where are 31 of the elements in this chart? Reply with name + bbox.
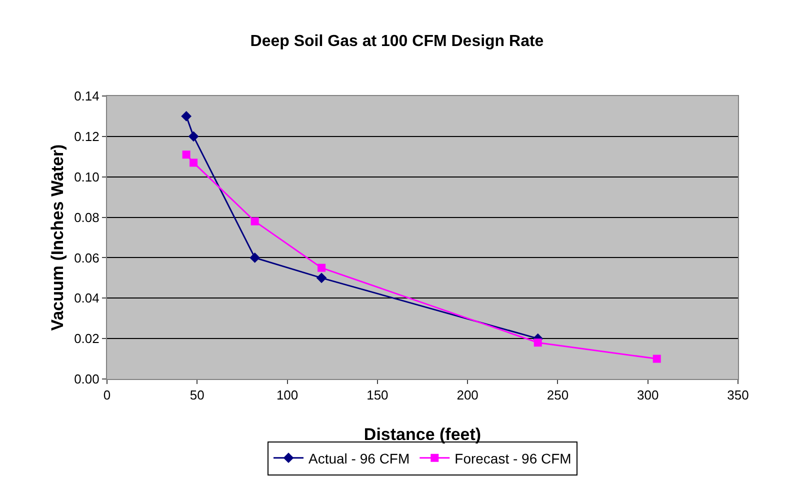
point bbox=[318, 264, 326, 272]
y-tick-label: 0.08 bbox=[74, 210, 100, 225]
point bbox=[182, 150, 190, 159]
x-tick-label: 350 bbox=[727, 388, 749, 403]
point bbox=[250, 217, 259, 226]
x-axis-title: Distance (feet) bbox=[364, 425, 482, 444]
y-tick-label: 0.02 bbox=[74, 331, 100, 346]
point bbox=[181, 111, 192, 122]
x-tick-label: 0 bbox=[103, 388, 111, 403]
y-axis-title: Vacuum (Inches Water) bbox=[48, 144, 67, 331]
y-tick-label: 0.04 bbox=[74, 290, 100, 306]
x-tick-label: 150 bbox=[366, 388, 388, 403]
point bbox=[250, 252, 260, 263]
point bbox=[316, 272, 327, 284]
point bbox=[534, 338, 542, 347]
y-tick-label: 0.06 bbox=[74, 250, 100, 266]
point bbox=[188, 131, 199, 142]
y-tick-label: 0.12 bbox=[74, 128, 100, 144]
x-tick-label: 50 bbox=[190, 388, 204, 403]
legend-label: Actual - 96 CFM bbox=[308, 450, 410, 466]
x-tick-label: 200 bbox=[456, 388, 478, 403]
x-tick-label: 300 bbox=[637, 388, 659, 403]
y-tick-label: 0.10 bbox=[74, 169, 100, 184]
x-tick-label: 100 bbox=[276, 388, 298, 403]
y-tick-label: 0.14 bbox=[74, 88, 100, 104]
point bbox=[190, 158, 198, 167]
legend-label: Forecast - 96 CFM bbox=[454, 450, 572, 466]
point bbox=[652, 354, 661, 363]
chart-title: Deep Soil Gas at 100 CFM Design Rate bbox=[250, 33, 544, 50]
y-tick-label: 0.00 bbox=[74, 372, 100, 387]
x-tick-label: 250 bbox=[546, 388, 569, 403]
